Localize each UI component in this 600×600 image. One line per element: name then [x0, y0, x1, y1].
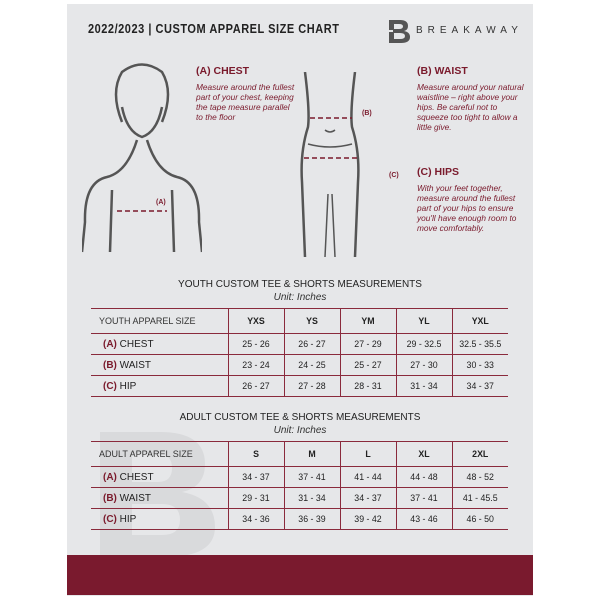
adult-size-table: ADULT APPAREL SIZE S M L XL 2XL (A) CHES…	[91, 441, 508, 530]
chest-marker: (A)	[156, 199, 166, 206]
cell: 31 - 34	[283, 487, 340, 509]
measure-label: (A) CHEST	[91, 466, 228, 488]
table-row: (B) WAIST 23 - 24 24 - 25 25 - 27 27 - 30 30 …	[91, 354, 508, 376]
table-row: (B) WAIST 29 - 31 31 - 34 34 - 37 37 - 41 41 …	[91, 487, 508, 509]
cell: 43 - 46	[395, 508, 452, 530]
cell: 41 - 45.5	[451, 487, 508, 509]
chest-heading: (A) CHEST	[196, 65, 250, 77]
size-header: L	[339, 441, 396, 467]
cell: 46 - 50	[451, 508, 508, 530]
size-header: XL	[395, 441, 452, 467]
cell: 48 - 52	[451, 466, 508, 488]
cell: 37 - 41	[283, 466, 340, 488]
cell: 25 - 26	[227, 333, 284, 355]
hips-description: With your feet together, measure around …	[417, 183, 517, 233]
cell: 31 - 34	[395, 375, 452, 397]
upper-body-figure	[82, 63, 202, 253]
table-header-row: YOUTH APPAREL SIZE YXS YS YM YL YXL	[91, 308, 508, 334]
size-header: YS	[283, 308, 340, 334]
row-header-label: YOUTH APPAREL SIZE	[91, 308, 228, 334]
hips-marker: (C)	[389, 172, 399, 179]
cell: 26 - 27	[227, 375, 284, 397]
size-header: YM	[339, 308, 396, 334]
cell: 30 - 33	[451, 354, 508, 376]
waist-description: Measure around your natural waistline – …	[417, 82, 524, 132]
cell: 34 - 37	[339, 487, 396, 509]
size-header: M	[283, 441, 340, 467]
table-row: (A) CHEST 25 - 26 26 - 27 27 - 29 29 - 32.5 3…	[91, 333, 508, 355]
cell: 26 - 27	[283, 333, 340, 355]
measure-label: (A) CHEST	[91, 333, 228, 355]
size-header: S	[227, 441, 284, 467]
measure-label: (B) WAIST	[91, 487, 228, 509]
youth-unit: Unit: Inches	[273, 292, 327, 303]
table-row: (A) CHEST 34 - 37 37 - 41 41 - 44 44 - 48 48 …	[91, 466, 508, 488]
cell: 44 - 48	[395, 466, 452, 488]
table-row: (C) HIP 34 - 36 36 - 39 39 - 42 43 - 46 46 - …	[91, 508, 508, 530]
breakaway-logo	[384, 20, 410, 43]
adult-table-title: ADULT CUSTOM TEE & SHORTS MEASUREMENTS	[179, 412, 421, 423]
size-header: YXS	[227, 308, 284, 334]
cell: 32.5 - 35.5	[451, 333, 508, 355]
youth-size-table: YOUTH APPAREL SIZE YXS YS YM YL YXL (A) …	[91, 308, 508, 397]
adult-unit: Unit: Inches	[273, 425, 327, 436]
row-header-label: ADULT APPAREL SIZE	[91, 441, 228, 467]
cell: 34 - 36	[227, 508, 284, 530]
cell: 27 - 30	[395, 354, 452, 376]
cell: 39 - 42	[339, 508, 396, 530]
table-row: (C) HIP 26 - 27 27 - 28 28 - 31 31 - 34 34 - …	[91, 375, 508, 397]
youth-table-title: YOUTH CUSTOM TEE & SHORTS MEASUREMENTS	[178, 279, 422, 290]
size-header: YL	[395, 308, 452, 334]
cell: 37 - 41	[395, 487, 452, 509]
chest-description: Measure around the fullest part of your …	[196, 82, 295, 122]
measure-label: (B) WAIST	[91, 354, 228, 376]
cell: 24 - 25	[283, 354, 340, 376]
cell: 41 - 44	[339, 466, 396, 488]
page-title: 2022/2023 | CUSTOM APPAREL SIZE CHART	[88, 22, 340, 36]
cell: 23 - 24	[227, 354, 284, 376]
brand-name: BREAKAWAY	[416, 25, 523, 36]
cell: 34 - 37	[451, 375, 508, 397]
waist-marker: (B)	[362, 110, 372, 117]
cell: 27 - 29	[339, 333, 396, 355]
cell: 29 - 31	[227, 487, 284, 509]
cell: 29 - 32.5	[395, 333, 452, 355]
footer-band	[67, 555, 533, 595]
cell: 36 - 39	[283, 508, 340, 530]
cell: 27 - 28	[283, 375, 340, 397]
waist-heading: (B) WAIST	[417, 65, 468, 77]
lower-body-figure	[300, 72, 360, 257]
table-header-row: ADULT APPAREL SIZE S M L XL 2XL	[91, 441, 508, 467]
cell: 25 - 27	[339, 354, 396, 376]
size-header: 2XL	[451, 441, 508, 467]
size-header: YXL	[451, 308, 508, 334]
cell: 28 - 31	[339, 375, 396, 397]
measure-label: (C) HIP	[91, 375, 228, 397]
measure-label: (C) HIP	[91, 508, 228, 530]
cell: 34 - 37	[227, 466, 284, 488]
hips-heading: (C) HIPS	[417, 166, 459, 178]
